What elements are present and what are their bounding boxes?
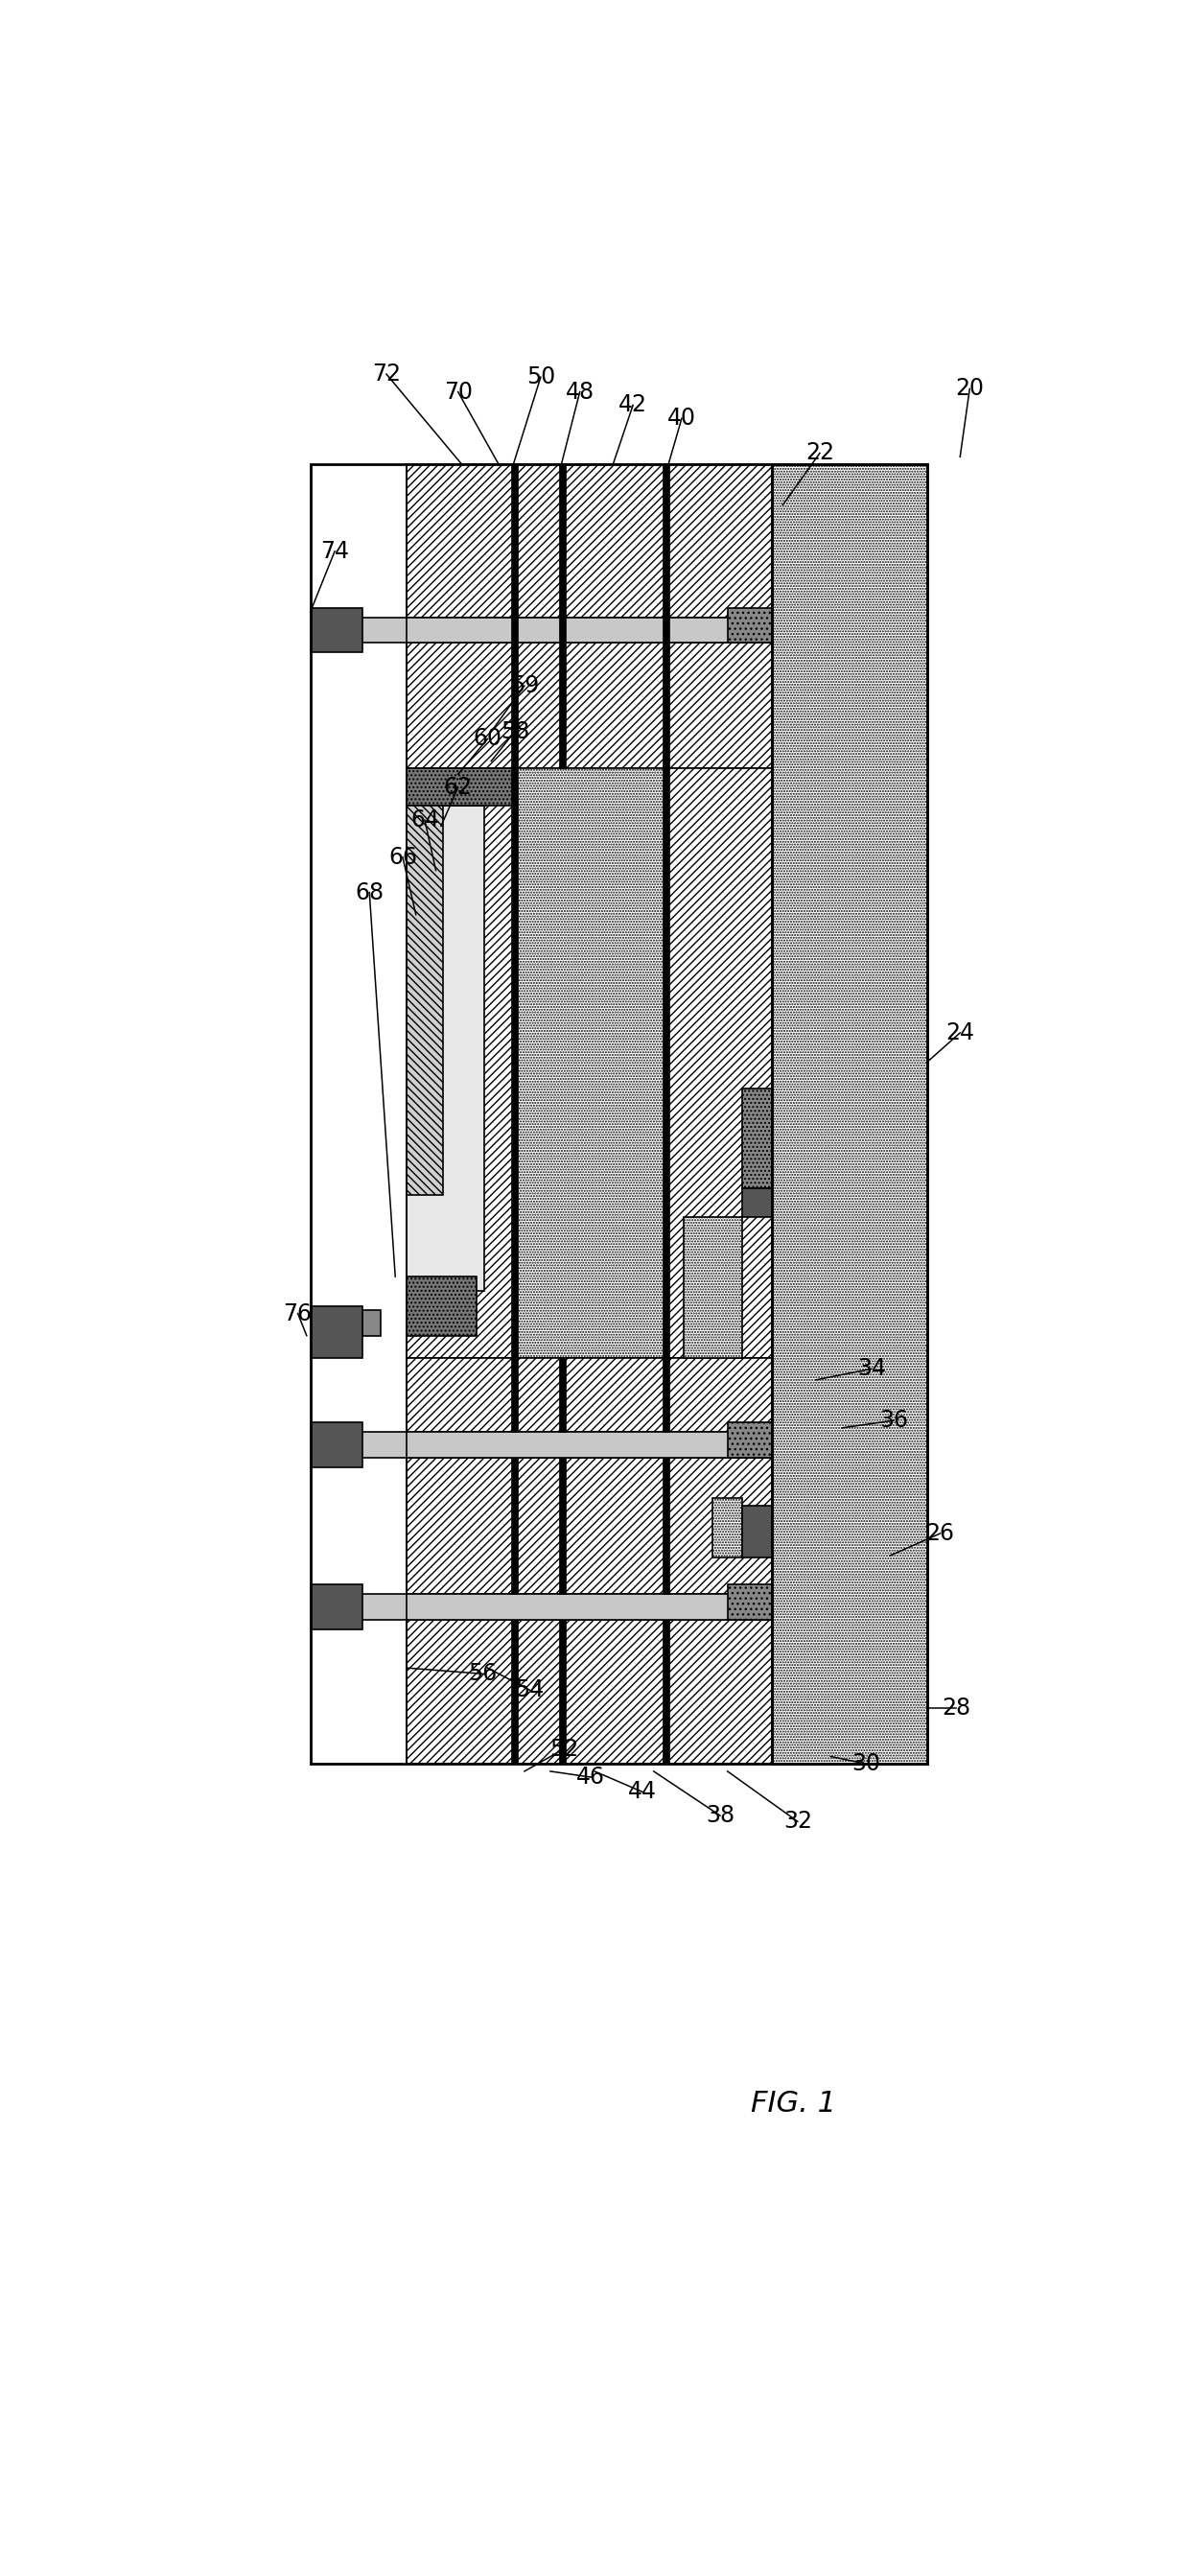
Bar (728, 608, 772, 644)
Bar (662, 464, 669, 641)
Bar (662, 768, 669, 1358)
Text: 58: 58 (501, 721, 529, 742)
Bar (310, 608, 361, 652)
Bar (662, 644, 669, 768)
Bar (684, 1218, 742, 1358)
Text: 50: 50 (527, 366, 555, 389)
Bar (561, 1458, 665, 1595)
Bar (514, 1458, 561, 1595)
Bar (310, 1422, 361, 1468)
Text: FIG. 1: FIG. 1 (751, 2089, 837, 2117)
Bar (561, 1620, 665, 1765)
Bar (728, 1584, 772, 1620)
Bar (514, 644, 561, 768)
Text: 38: 38 (705, 1803, 735, 1826)
Text: 70: 70 (443, 381, 472, 404)
Bar (514, 1620, 561, 1765)
Bar (742, 1188, 772, 1218)
Bar (511, 768, 517, 1358)
Text: 64: 64 (410, 809, 439, 832)
Bar (665, 464, 772, 618)
Bar (407, 464, 514, 618)
Text: 52: 52 (549, 1739, 578, 1759)
Bar (561, 1358, 665, 1432)
Text: 62: 62 (443, 775, 472, 799)
Bar (407, 1620, 514, 1765)
Text: 60: 60 (473, 726, 502, 750)
Bar (310, 464, 927, 1765)
Bar (361, 1309, 380, 1334)
Bar (559, 1620, 566, 1765)
Bar (407, 644, 514, 768)
Bar (310, 1306, 361, 1358)
Bar (310, 1584, 361, 1631)
Bar (514, 1358, 561, 1432)
Bar (310, 1595, 772, 1620)
Bar (559, 644, 566, 768)
Bar (665, 1620, 772, 1765)
Bar (561, 644, 665, 768)
Bar (511, 464, 517, 641)
Bar (407, 1278, 477, 1334)
Text: 56: 56 (467, 1662, 497, 1685)
Text: 66: 66 (389, 845, 417, 868)
Bar (559, 464, 566, 641)
Bar (407, 806, 484, 1291)
Bar (310, 1432, 772, 1458)
Text: 72: 72 (372, 363, 401, 386)
Bar (662, 1620, 669, 1765)
Text: 74: 74 (320, 541, 350, 562)
Text: 54: 54 (515, 1680, 545, 1703)
Bar (407, 1458, 514, 1595)
Text: 26: 26 (926, 1522, 955, 1546)
Bar (514, 768, 772, 1358)
Bar (407, 806, 443, 1195)
Bar (511, 1458, 517, 1595)
Text: 46: 46 (577, 1765, 605, 1788)
Bar (662, 1358, 669, 1432)
Bar (665, 1358, 772, 1432)
Text: 30: 30 (851, 1752, 881, 1775)
Bar (772, 464, 927, 1765)
Text: 28: 28 (942, 1698, 971, 1721)
Bar (559, 1358, 566, 1432)
Bar (407, 768, 514, 1358)
Text: 22: 22 (805, 440, 835, 464)
Text: 32: 32 (784, 1811, 812, 1834)
Bar (511, 644, 517, 768)
Text: 34: 34 (857, 1358, 886, 1381)
Text: 76: 76 (283, 1301, 313, 1324)
Text: 44: 44 (628, 1780, 658, 1803)
Bar (712, 1499, 742, 1556)
Text: 59: 59 (510, 675, 539, 698)
Text: 40: 40 (667, 407, 696, 430)
Text: 36: 36 (879, 1409, 908, 1432)
Bar (511, 1358, 517, 1432)
Text: 20: 20 (955, 376, 984, 399)
Bar (561, 464, 665, 618)
Bar (310, 618, 772, 644)
Bar (665, 768, 772, 1358)
Bar (662, 1458, 669, 1595)
Bar (511, 1620, 517, 1765)
Text: 68: 68 (356, 881, 384, 904)
Bar (742, 1504, 772, 1556)
Bar (559, 1458, 566, 1595)
Text: 24: 24 (945, 1020, 975, 1043)
Bar (665, 644, 772, 768)
Text: 48: 48 (566, 381, 594, 404)
Bar (665, 1458, 772, 1595)
Text: 42: 42 (618, 394, 647, 417)
Bar (407, 1358, 514, 1432)
Bar (407, 768, 514, 806)
Bar (742, 1087, 772, 1188)
Bar (728, 1422, 772, 1458)
Bar (514, 464, 561, 618)
